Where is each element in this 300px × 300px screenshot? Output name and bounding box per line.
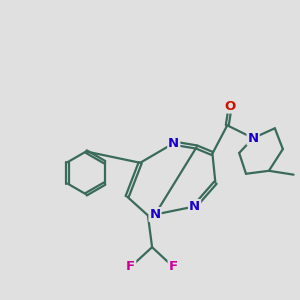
Text: N: N xyxy=(149,208,161,221)
Text: F: F xyxy=(169,260,178,273)
Text: N: N xyxy=(248,132,259,145)
Text: O: O xyxy=(225,100,236,112)
Text: N: N xyxy=(189,200,200,213)
Text: F: F xyxy=(126,260,135,273)
Text: N: N xyxy=(168,137,179,150)
